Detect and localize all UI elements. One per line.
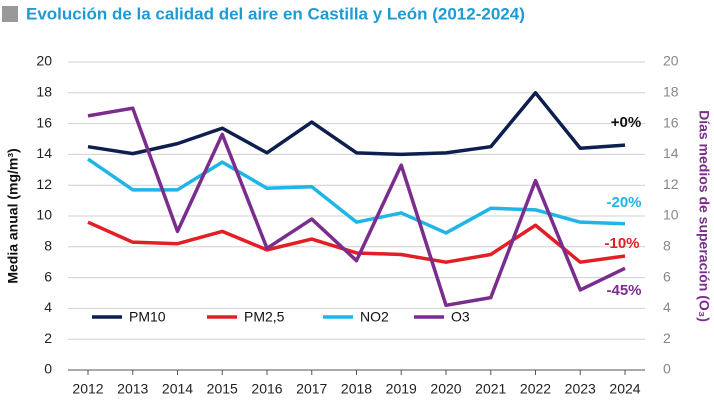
y-tick-label: 6 [44,268,52,284]
y2-tick-label: 4 [663,299,671,315]
legend-label: O3 [451,309,470,325]
title-marker [2,6,18,22]
y2-tick-label: 0 [663,361,671,377]
x-tick-label: 2019 [386,381,417,397]
y-tick-label: 14 [36,145,52,161]
x-tick-label: 2021 [475,381,506,397]
series-line [87,220,626,264]
annotation: +0% [611,114,641,131]
y-tick-label: 10 [36,207,52,223]
x-tick-label: 2013 [117,381,148,397]
y2-tick-label: 2 [663,330,671,346]
y2-tick-label: 12 [663,176,679,192]
x-tick-label: 2012 [72,381,103,397]
y-tick-label: 4 [44,299,52,315]
legend-label: PM2,5 [244,309,285,325]
annotation: -20% [606,194,641,211]
x-tick-label: 2017 [296,381,327,397]
annotation: -10% [604,235,639,252]
x-tick-label: 2024 [609,381,640,397]
y-tick-label: 0 [44,361,52,377]
y2-axis-label: Días medios de superación (O₃) [696,110,712,322]
y-tick-label: 2 [44,330,52,346]
y2-tick-label: 18 [663,84,679,100]
y-tick-label: 12 [36,176,52,192]
x-tick-label: 2023 [565,381,596,397]
series-line [87,91,626,157]
series-line [87,106,626,308]
y-tick-label: 8 [44,238,52,254]
x-tick-label: 2016 [251,381,282,397]
series-line [87,157,626,235]
x-tick-label: 2015 [207,381,238,397]
annotation: -45% [606,282,641,299]
legend-label: PM10 [129,309,166,325]
x-tick-label: 2020 [430,381,461,397]
x-tick-label: 2014 [162,381,193,397]
x-tick-label: 2022 [520,381,551,397]
y2-tick-label: 14 [663,145,679,161]
y-tick-label: 18 [36,84,52,100]
y-tick-label: 16 [36,114,52,130]
chart-title: Evolución de la calidad del aire en Cast… [26,4,525,23]
y2-tick-label: 8 [663,238,671,254]
y-axis-label: Media anual (mg/m³) [5,148,21,283]
y-tick-label: 20 [36,53,52,69]
x-tick-label: 2018 [341,381,372,397]
y2-tick-label: 6 [663,268,671,284]
y2-tick-label: 16 [663,114,679,130]
legend-label: NO2 [360,309,389,325]
y2-tick-label: 20 [663,53,679,69]
y2-tick-label: 10 [663,207,679,223]
